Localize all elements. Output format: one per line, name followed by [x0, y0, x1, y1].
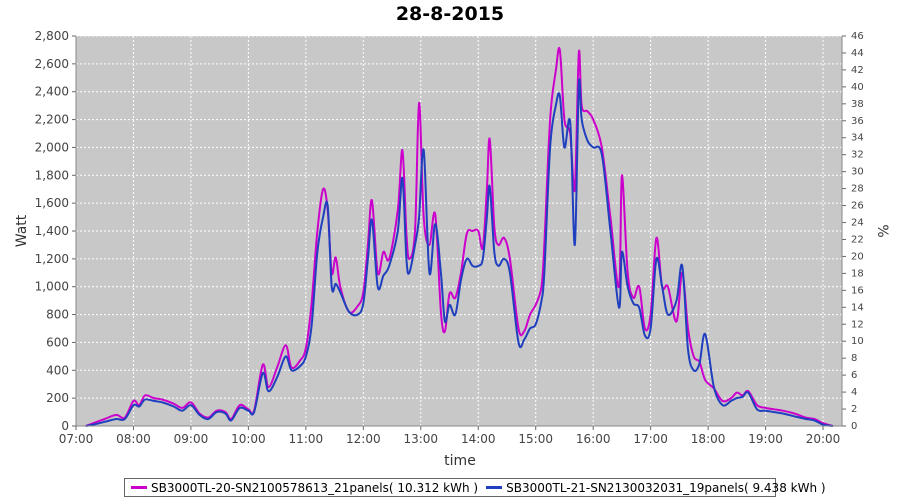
x-tick-label: 17:00	[633, 432, 668, 446]
y-tick-label: 200	[46, 391, 69, 405]
y2-tick-label: 26	[851, 201, 864, 212]
plot-area	[76, 36, 842, 426]
x-tick-label: 11:00	[289, 432, 324, 446]
y-tick-label: 800	[46, 308, 69, 322]
axes: 02004006008001,0001,2001,4001,6001,8002,…	[35, 29, 864, 446]
x-tick-label: 20:00	[806, 432, 841, 446]
y2-tick-label: 38	[851, 99, 864, 110]
y-tick-label: 1,000	[35, 280, 69, 294]
y2-tick-label: 46	[851, 31, 864, 42]
y2-tick-label: 20	[851, 251, 864, 262]
y-tick-label: 2,000	[35, 140, 69, 154]
legend: SB3000TL-20-SN2100578613_21panels( 10.31…	[124, 478, 826, 497]
series-line-2	[85, 78, 833, 427]
y2-tick-label: 4	[851, 387, 857, 398]
y-tick-label: 1,600	[35, 196, 69, 210]
y-tick-label: 1,200	[35, 252, 69, 266]
y2-tick-label: 36	[851, 116, 864, 127]
y2-tick-label: 22	[851, 234, 864, 245]
legend-item-series-1: SB3000TL-20-SN2100578613_21panels( 10.31…	[131, 481, 478, 495]
x-tick-label: 08:00	[116, 432, 151, 446]
y-tick-label: 2,400	[35, 85, 69, 99]
series-lines	[85, 46, 834, 427]
y2-tick-label: 2	[851, 404, 857, 415]
y-tick-label: 600	[46, 335, 69, 349]
x-axis-title: time	[444, 453, 476, 469]
x-tick-label: 18:00	[691, 432, 726, 446]
y2-tick-label: 44	[851, 48, 864, 59]
y2-tick-label: 32	[851, 150, 864, 161]
legend-swatch-series-2	[486, 486, 503, 489]
x-tick-label: 07:00	[59, 432, 94, 446]
y-tick-label: 2,200	[35, 113, 69, 127]
y2-tick-label: 16	[851, 285, 864, 296]
y2-tick-label: 8	[851, 353, 857, 364]
y-axis-title: Watt	[14, 214, 30, 247]
y2-tick-label: 18	[851, 268, 864, 279]
y-tick-label: 1,800	[35, 168, 69, 182]
legend-item-series-2: SB3000TL-21-SN2130032031_19panels( 9.438…	[486, 480, 826, 495]
y2-tick-label: 34	[851, 133, 864, 144]
y-tick-label: 400	[46, 363, 69, 377]
y-tick-label: 1,400	[35, 224, 69, 238]
y2-tick-label: 0	[851, 421, 857, 432]
x-tick-label: 14:00	[461, 432, 496, 446]
y2-tick-label: 14	[851, 302, 864, 313]
x-tick-label: 12:00	[346, 432, 381, 446]
y-tick-label: 0	[61, 419, 69, 433]
x-tick-label: 19:00	[748, 432, 783, 446]
y2-tick-label: 30	[851, 167, 864, 178]
y2-tick-label: 10	[851, 336, 864, 347]
y2-tick-label: 40	[851, 82, 864, 93]
y2-tick-label: 6	[851, 370, 857, 381]
y2-tick-label: 24	[851, 218, 864, 229]
y-tick-label: 2,800	[35, 29, 69, 43]
x-tick-label: 10:00	[231, 432, 266, 446]
chart-title: 28-8-2015	[395, 3, 505, 25]
y-tick-label: 2,600	[35, 57, 69, 71]
legend-label-series-2: SB3000TL-21-SN2130032031_19panels( 9.438…	[506, 480, 826, 495]
legend-label-series-1: SB3000TL-20-SN2100578613_21panels( 10.31…	[151, 480, 479, 495]
x-tick-label: 16:00	[576, 432, 611, 446]
y2-tick-label: 42	[851, 65, 864, 76]
x-tick-label: 13:00	[403, 432, 438, 446]
legend-swatch-series-1	[131, 486, 147, 489]
y2-tick-label: 12	[851, 319, 864, 330]
y2-axis-title: %	[874, 224, 890, 237]
x-tick-label: 15:00	[518, 432, 553, 446]
x-tick-label: 09:00	[174, 432, 209, 446]
y2-tick-label: 28	[851, 184, 864, 195]
